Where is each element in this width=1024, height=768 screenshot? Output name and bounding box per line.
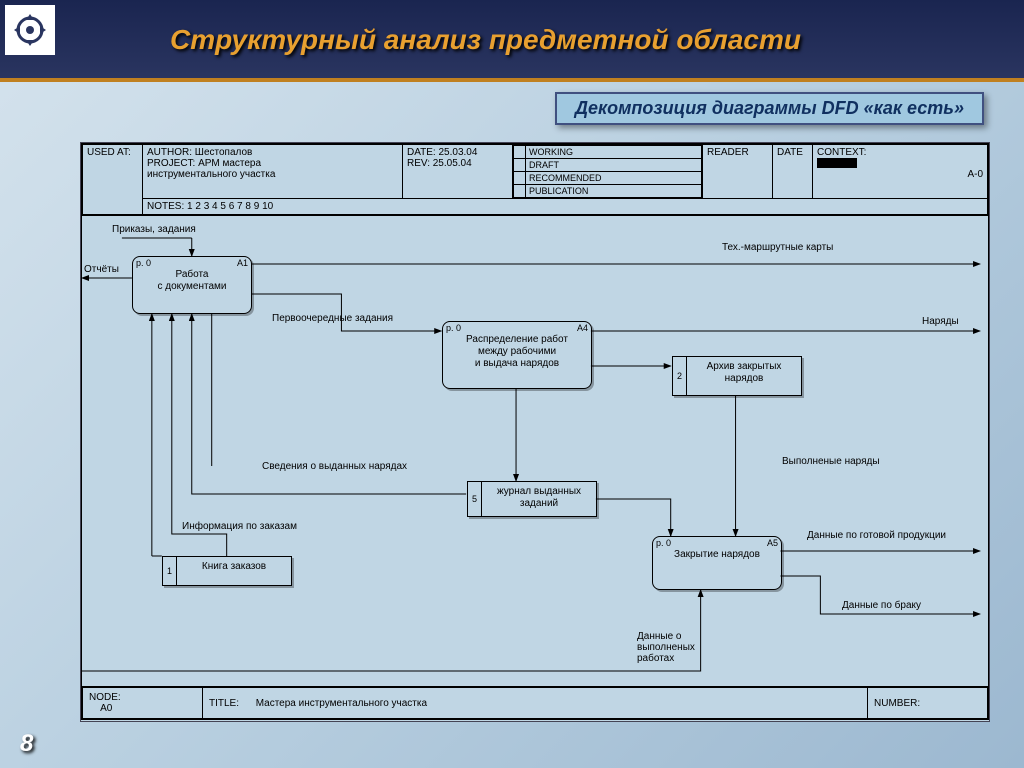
project-value: АРМ мастера [198, 158, 261, 169]
title-label: TITLE: [209, 698, 239, 709]
flow-naryady: Наряды [922, 316, 959, 327]
rev-label: REV: [407, 158, 430, 169]
flow-orderinfo: Информация по заказам [182, 521, 297, 532]
flow-done: Выполненые наряды [782, 456, 880, 467]
node-a4: р. 0 A4 Распределение работмежду рабочим… [442, 321, 592, 389]
slide-subtitle: Декомпозиция диаграммы DFD «как есть» [555, 92, 984, 125]
node-a5-id: р. 0 [656, 538, 671, 548]
flow-issued: Сведения о выданных нарядах [262, 461, 407, 472]
store-journal-label: журнал выданныхзаданий [482, 482, 596, 516]
node-a1: р. 0 A1 Работас документами [132, 256, 252, 314]
notes-value: 1 2 3 4 5 6 7 8 9 10 [187, 201, 273, 212]
store-journal: 5 журнал выданныхзаданий [467, 481, 597, 517]
diagram-meta-footer: NODE: A0 TITLE: Мастера инструментальног… [81, 686, 989, 720]
node-a1-ref: A1 [237, 258, 248, 268]
node-a5: р. 0 A5 Закрытие нарядов [652, 536, 782, 590]
node-a4-ref: A4 [577, 323, 588, 333]
status-draft: DRAFT [526, 159, 702, 172]
project-label: PROJECT: [147, 158, 195, 169]
slide-title: Структурный анализ предметной области [170, 24, 801, 56]
notes-label: NOTES: [147, 201, 184, 212]
flow-orders: Приказы, задания [112, 224, 196, 235]
dfd-diagram: USED AT: AUTHOR: Шестопалов PROJECT: АРМ… [80, 142, 990, 722]
project-value2: инструментального участка [147, 169, 275, 180]
date-label: DATE: [407, 147, 436, 158]
diagram-canvas: Приказы, задания Отчёты Тех.-маршрутные … [81, 216, 989, 686]
flow-ready: Данные по готовой продукции [807, 530, 957, 541]
store-journal-id: 5 [468, 482, 482, 516]
flow-defect: Данные по браку [842, 600, 921, 611]
rev-value: 25.05.04 [433, 158, 472, 169]
page-number: 8 [20, 730, 33, 758]
node-a1-label: Работас документами [135, 269, 249, 293]
node-a5-ref: A5 [767, 538, 778, 548]
node-a4-label: Распределение работмежду рабочимии выдач… [445, 334, 589, 370]
store-archive: 2 Архив закрытыхнарядов [672, 356, 802, 396]
node-a1-id: р. 0 [136, 258, 151, 268]
node-a4-id: р. 0 [446, 323, 461, 333]
context-ref: A-0 [967, 169, 983, 180]
node-label: NODE: [89, 692, 121, 703]
store-book-label: Книга заказов [177, 557, 291, 585]
author-label: AUTHOR: [147, 147, 192, 158]
number-label: NUMBER: [868, 688, 988, 719]
node-a5-label: Закрытие нарядов [655, 549, 779, 561]
used-at-label: USED AT: [83, 145, 143, 215]
context-label: CONTEXT: [817, 147, 866, 158]
flow-priority: Первоочередные задания [272, 313, 393, 324]
store-archive-label: Архив закрытыхнарядов [687, 357, 801, 395]
status-working: WORKING [526, 146, 702, 159]
flow-reports: Отчёты [84, 264, 119, 275]
store-archive-id: 2 [673, 357, 687, 395]
reader-label: READER [703, 145, 773, 199]
status-recommended: RECOMMENDED [526, 172, 702, 185]
logo-icon [5, 5, 55, 55]
author-value: Шестопалов [195, 147, 253, 158]
header-divider [0, 78, 1024, 82]
node-value: A0 [100, 703, 112, 714]
diagram-meta-header: USED AT: AUTHOR: Шестопалов PROJECT: АРМ… [81, 143, 989, 216]
status-publication: PUBLICATION [526, 185, 702, 198]
store-book: 1 Книга заказов [162, 556, 292, 586]
flow-techmaps: Тех.-маршрутные карты [722, 242, 833, 253]
context-icon [817, 158, 857, 168]
date-col-label: DATE [773, 145, 813, 199]
diagram-title-value: Мастера инструментального участка [256, 698, 427, 709]
store-book-id: 1 [163, 557, 177, 585]
slide-header: Структурный анализ предметной области [0, 0, 1024, 80]
date-value: 25.03.04 [439, 147, 478, 158]
flow-workdata: Данные о выполненых работах [637, 631, 695, 664]
